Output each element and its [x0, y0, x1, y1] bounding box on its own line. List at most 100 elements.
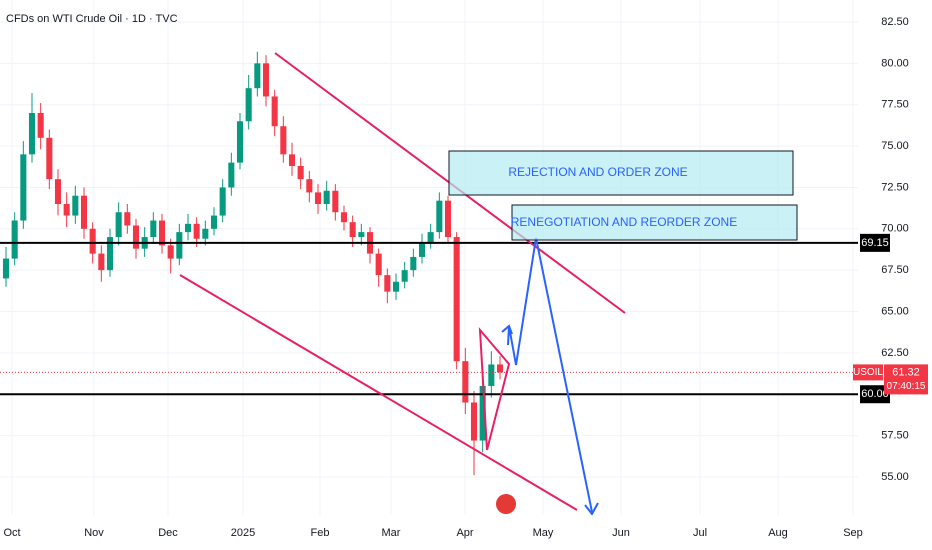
candle-body: [444, 200, 452, 238]
candle-body: [470, 402, 478, 441]
y-tick-label: 57.50: [881, 429, 909, 441]
x-tick-label: Feb: [311, 527, 330, 539]
zone-label: REJECTION AND ORDER ZONE: [508, 165, 687, 179]
zone-box: [511, 204, 798, 241]
candle-body: [63, 203, 70, 216]
candle-body: [98, 253, 105, 271]
candle-body: [392, 281, 400, 292]
x-tick-label: Dec: [158, 527, 178, 539]
x-tick-label: Jun: [612, 527, 630, 539]
x-tick-label: Aug: [768, 527, 788, 539]
candle-body: [297, 165, 304, 180]
candle-body: [150, 220, 157, 238]
candle-body: [427, 232, 434, 243]
candle-body: [496, 364, 504, 373]
candle-body: [193, 223, 200, 239]
x-tick-label: Jul: [693, 527, 707, 539]
y-tick-label: 62.50: [881, 347, 909, 359]
candle-body: [262, 63, 270, 97]
candle-body: [306, 179, 313, 193]
candle-body: [210, 215, 218, 229]
candle-body: [358, 232, 365, 238]
lower-trendline: [179, 274, 578, 511]
candle-body: [254, 63, 261, 89]
event-icon: [496, 494, 516, 514]
candle-body: [384, 275, 391, 292]
candle-body: [340, 212, 348, 223]
price-label: 61.32: [892, 366, 920, 378]
time-axis: [0, 515, 932, 550]
y-tick-label: 55.00: [881, 471, 909, 483]
candle-body: [236, 121, 244, 163]
candle-body: [401, 270, 408, 282]
y-tick-label: 77.50: [881, 99, 909, 111]
zone: REJECTION AND ORDER ZONE RENEGOTIATION A…: [448, 150, 798, 241]
candle-body: [54, 179, 62, 204]
candle-body: [124, 212, 131, 226]
candle-body: [37, 112, 44, 138]
candle-body: [20, 154, 27, 221]
x-tick-label: Sep: [843, 527, 863, 539]
candle-body: [479, 385, 486, 441]
price-tag: [884, 364, 928, 395]
candle-body: [288, 154, 296, 166]
y-tick-label: 65.00: [881, 305, 909, 317]
candle-body: [228, 162, 235, 188]
candle-body: [332, 190, 339, 213]
projection-path: [507, 237, 593, 513]
candle-body: [219, 187, 226, 216]
candle-body: [176, 232, 183, 259]
candle-body: [80, 195, 88, 229]
x-tick-label: May: [533, 527, 554, 539]
x-tick-label: Apr: [456, 527, 473, 539]
candle-body: [202, 228, 209, 239]
y-tick-label: 70.00: [881, 223, 909, 235]
candle-body: [158, 220, 166, 246]
candle-body: [28, 112, 36, 155]
candle-body: [89, 228, 96, 254]
candle-body: [271, 96, 278, 127]
x-tick-label: Mar: [382, 527, 401, 539]
candle-body: [453, 237, 460, 362]
x-tick-label: Oct: [3, 527, 20, 539]
candle-body: [132, 225, 140, 249]
price-axis: [858, 0, 932, 550]
candle-body: [280, 126, 287, 155]
y-tick-label: 67.50: [881, 264, 909, 276]
zone-label: RENEGOTIATION AND REORDER ZONE: [511, 215, 737, 229]
y-tick-label: 72.50: [881, 181, 909, 193]
pennant: [478, 327, 511, 451]
chart-title: CFDs on WTI Crude Oil · 1D · TVC: [6, 13, 178, 25]
level-tag: [860, 233, 890, 252]
y-tick-label: 75.00: [881, 140, 909, 152]
candle-body: [11, 220, 18, 259]
y-tick-label: 80.00: [881, 57, 909, 69]
candle-body: [245, 88, 252, 122]
zone-box: [448, 150, 794, 196]
candle-body: [184, 223, 192, 233]
candle-body: [418, 242, 426, 257]
y-tick-label: 82.50: [881, 16, 909, 28]
x-tick-label: Nov: [84, 527, 104, 539]
candle-body: [106, 237, 114, 271]
x-tick-label: 2025: [231, 527, 255, 539]
candle-body: [46, 137, 53, 180]
level-tag: [860, 385, 890, 404]
level-label: 60.00: [861, 388, 889, 400]
candle-body: [323, 190, 330, 204]
candle-body: [167, 245, 174, 259]
symbol-tag: [853, 364, 883, 381]
symbol-label: USOIL: [853, 367, 883, 378]
candle-body: [2, 258, 10, 279]
candle-body: [314, 192, 322, 204]
candle-body: [349, 222, 356, 238]
plot-area: [0, 0, 858, 515]
countdown: 07:40:15: [887, 381, 926, 392]
arrow-head: [584, 502, 599, 516]
candle-body: [72, 195, 79, 216]
level-label: 69.15: [861, 237, 889, 249]
arrow-head: [501, 324, 513, 335]
axes: 82.50 80.00 77.50 75.00 72.50 70.00 67.50 65.00…: [3, 16, 928, 539]
